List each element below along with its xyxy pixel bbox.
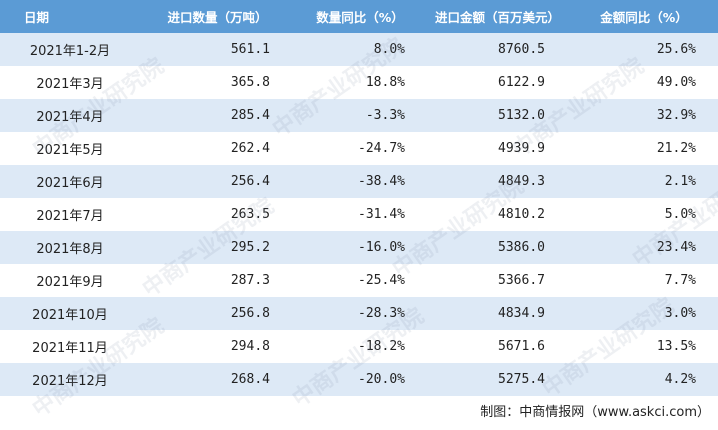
table-row: 2021年3月 365.8 18.8% 6122.9 49.0%	[0, 66, 718, 99]
table-cell: 2021年3月	[0, 66, 140, 99]
table-cell: 2021年10月	[0, 297, 140, 330]
table-cell: -18.2%	[295, 330, 425, 363]
table-row: 2021年10月 256.8 -28.3% 4834.9 3.0%	[0, 297, 718, 330]
table-cell: 2021年6月	[0, 165, 140, 198]
table-cell: -31.4%	[295, 198, 425, 231]
table-cell: 23.4%	[570, 231, 718, 264]
table-cell: 18.8%	[295, 66, 425, 99]
table-row: 2021年9月 287.3 -25.4% 5366.7 7.7%	[0, 264, 718, 297]
table-cell: 4849.3	[425, 165, 570, 198]
table-cell: 6122.9	[425, 66, 570, 99]
table-cell: 295.2	[140, 231, 295, 264]
table-cell: 8.0%	[295, 33, 425, 66]
table-cell: 2021年11月	[0, 330, 140, 363]
table-cell: 5366.7	[425, 264, 570, 297]
table-cell: 256.4	[140, 165, 295, 198]
table-cell: 4.2%	[570, 363, 718, 396]
table-row: 2021年12月 268.4 -20.0% 5275.4 4.2%	[0, 363, 718, 396]
table-cell: 4810.2	[425, 198, 570, 231]
table-cell: 5275.4	[425, 363, 570, 396]
table-cell: 2021年1-2月	[0, 33, 140, 66]
table-cell: 3.0%	[570, 297, 718, 330]
table-cell: 5.0%	[570, 198, 718, 231]
table-cell: -38.4%	[295, 165, 425, 198]
table-cell: 2021年9月	[0, 264, 140, 297]
table-row: 2021年1-2月 561.1 8.0% 8760.5 25.6%	[0, 33, 718, 66]
table-cell: 2.1%	[570, 165, 718, 198]
footer: 制图：中商情报网（www.askci.com）	[480, 405, 710, 420]
table-cell: 2021年4月	[0, 99, 140, 132]
header-cell: 金额同比（%）	[570, 0, 718, 33]
table-cell: 5671.6	[425, 330, 570, 363]
table-cell: 8760.5	[425, 33, 570, 66]
table-cell: 2021年7月	[0, 198, 140, 231]
table-cell: -25.4%	[295, 264, 425, 297]
table-cell: 21.2%	[570, 132, 718, 165]
table-cell: 294.8	[140, 330, 295, 363]
table-cell: 7.7%	[570, 264, 718, 297]
table-cell: -16.0%	[295, 231, 425, 264]
table-cell: 2021年5月	[0, 132, 140, 165]
table-cell: 268.4	[140, 363, 295, 396]
table-row: 2021年8月 295.2 -16.0% 5386.0 23.4%	[0, 231, 718, 264]
header-row: 日期 进口数量（万吨） 数量同比（%） 进口金额（百万美元） 金额同比（%）	[0, 0, 718, 33]
table-cell: -3.3%	[295, 99, 425, 132]
table-row: 2021年11月 294.8 -18.2% 5671.6 13.5%	[0, 330, 718, 363]
table-row: 2021年5月 262.4 -24.7% 4939.9 21.2%	[0, 132, 718, 165]
table-cell: 13.5%	[570, 330, 718, 363]
table-cell: 4939.9	[425, 132, 570, 165]
table-cell: 5132.0	[425, 99, 570, 132]
table-cell: 49.0%	[570, 66, 718, 99]
table-cell: 561.1	[140, 33, 295, 66]
table-cell: 5386.0	[425, 231, 570, 264]
table-cell: 287.3	[140, 264, 295, 297]
table-row: 2021年7月 263.5 -31.4% 4810.2 5.0%	[0, 198, 718, 231]
table-cell: -28.3%	[295, 297, 425, 330]
table-cell: 256.8	[140, 297, 295, 330]
header-cell: 进口数量（万吨）	[140, 0, 295, 33]
table-row: 2021年4月 285.4 -3.3% 5132.0 32.9%	[0, 99, 718, 132]
table-cell: 2021年12月	[0, 363, 140, 396]
header-cell: 进口金额（百万美元）	[425, 0, 570, 33]
header-cell: 日期	[0, 0, 140, 33]
table-cell: -20.0%	[295, 363, 425, 396]
table-cell: 2021年8月	[0, 231, 140, 264]
table-cell: 365.8	[140, 66, 295, 99]
table-cell: 32.9%	[570, 99, 718, 132]
table-cell: 4834.9	[425, 297, 570, 330]
data-table: 日期 进口数量（万吨） 数量同比（%） 进口金额（百万美元） 金额同比（%） 2021年…	[0, 0, 718, 396]
table-cell: 262.4	[140, 132, 295, 165]
table-row: 2021年6月 256.4 -38.4% 4849.3 2.1%	[0, 165, 718, 198]
table-cell: 263.5	[140, 198, 295, 231]
header-cell: 数量同比（%）	[295, 0, 425, 33]
table-cell: -24.7%	[295, 132, 425, 165]
table-cell: 285.4	[140, 99, 295, 132]
table-cell: 25.6%	[570, 33, 718, 66]
